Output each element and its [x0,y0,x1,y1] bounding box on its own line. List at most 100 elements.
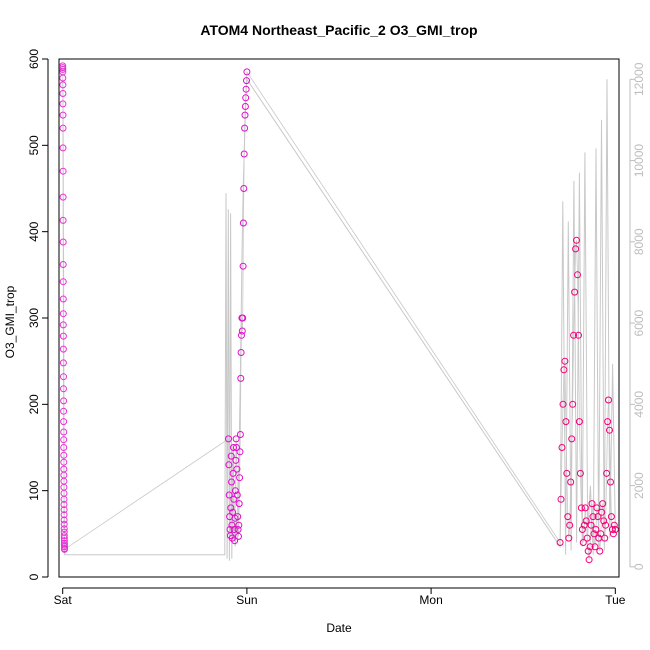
data-point [236,448,244,456]
data-point [566,521,574,529]
data-point [576,469,584,477]
data-point [227,452,235,460]
data-point [569,400,577,408]
data-point [60,444,68,451]
data-point [562,418,570,426]
data-point [242,85,250,93]
data-point [568,435,576,443]
data-point [60,418,68,426]
data-point [59,310,67,318]
data-point [243,77,250,85]
data-point [241,124,249,132]
data-point [563,469,571,477]
data-point [60,436,68,444]
y2-tick-label: 10000 [632,144,646,178]
data-point [232,456,240,464]
data-point [599,500,607,508]
data-point [607,478,614,486]
data-point [227,504,235,512]
data-point [59,295,67,303]
y-tick-label: 0 [27,573,41,580]
data-point [573,236,580,244]
data-point [60,534,68,542]
data-point [597,530,605,538]
data-point [586,543,594,551]
data-point [602,521,610,529]
data-point [238,327,246,335]
data-point [230,526,238,533]
data-point [575,418,583,426]
data-point [60,501,68,508]
data-point [241,103,249,110]
data-point [582,517,590,525]
data-point [609,530,617,538]
data-point [608,526,616,533]
data-point [60,373,67,381]
data-point [570,331,578,339]
data-point [60,385,67,393]
data-point [558,444,566,451]
data-point [231,487,239,495]
y-tick-label: 600 [27,49,41,69]
data-point [240,150,248,158]
y-tick-label: 400 [27,221,41,241]
data-point [583,534,591,542]
y2-tick-label: 8000 [632,228,646,255]
data-point [556,539,564,546]
data-point [598,508,606,516]
data-point [591,543,599,551]
plot-frame [58,58,620,578]
data-point [606,426,613,434]
data-point [575,331,582,339]
data-point [59,359,67,367]
data-point [59,345,67,353]
y2-tick-label: 0 [632,563,646,570]
x-tick-label: Tue [605,593,626,607]
data-point [239,314,247,322]
data-point [605,396,612,404]
data-point [59,124,67,132]
data-point [234,513,242,521]
data-point [577,504,585,512]
data-point [241,111,249,119]
data-point [59,167,67,175]
data-point [596,547,604,555]
data-point [559,400,567,408]
data-point [603,469,611,477]
data-point [574,271,581,279]
data-point [607,513,615,521]
data-point [59,144,67,152]
data-point [567,478,575,486]
y-axis-label: O3_GMI_trop [3,285,17,358]
data-point [59,278,67,286]
data-point [589,513,597,521]
y-axis-right: 0 2000 4000 6000 8000 10000 12000 [629,62,646,570]
data-point [59,65,67,73]
data-point [59,321,67,329]
data-point [235,532,242,540]
data-point [60,397,68,405]
data-point [561,357,569,365]
x-tick-label: Sat [54,593,73,607]
data-point [242,94,250,102]
data-point [60,511,68,519]
data-point [60,458,68,466]
data-point [59,111,67,119]
y-tick-label: 300 [27,308,41,328]
y-tick-label: 200 [27,394,41,414]
data-point [234,526,242,533]
data-point [60,495,68,503]
data-point [231,537,239,545]
data-point [60,516,68,524]
data-point [238,331,245,339]
data-point [600,517,608,525]
y2-tick-label: 6000 [632,309,646,336]
data-point [594,513,602,521]
data-point [60,520,68,528]
data-point [590,530,598,538]
data-point [233,491,241,499]
primary-series [59,62,619,564]
data-point [557,495,565,503]
data-point [565,534,573,542]
